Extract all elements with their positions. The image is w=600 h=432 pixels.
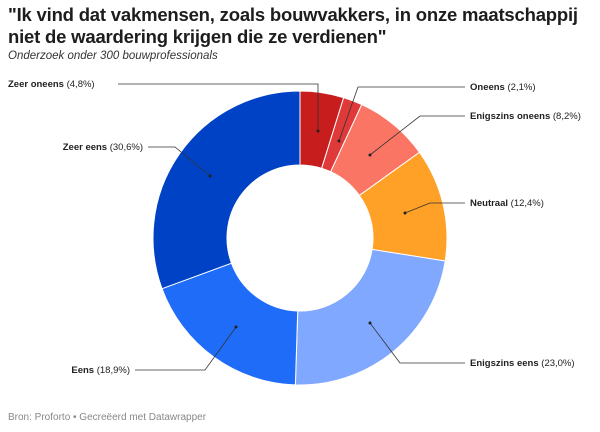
slice-eens	[161, 262, 299, 386]
slice-label-name: Enigszins oneens	[470, 111, 553, 122]
slice-label-value: (23,0%)	[541, 358, 574, 369]
slice-label: Enigszins oneens (8,2%)	[470, 111, 581, 122]
slice-label-name: Zeer oneens	[8, 79, 67, 90]
slice-label-value: (4,8%)	[67, 79, 95, 90]
leader-dot	[368, 321, 372, 325]
slice-label-value: (2,1%)	[508, 82, 536, 93]
slice-label: Zeer oneens (4,8%)	[8, 79, 95, 90]
leader-line	[148, 146, 211, 177]
leader-line	[135, 326, 237, 371]
leader-line	[118, 83, 319, 131]
chart-footer: Bron: Proforto • Gecreëerd met Datawrapp…	[8, 412, 207, 423]
chart-subtitle: Onderzoek onder 300 bouwprofessionals	[8, 50, 218, 62]
leader-dot	[208, 174, 212, 178]
slice-label: Oneens (2,1%)	[470, 82, 535, 93]
slice-label-name: Zeer eens	[63, 142, 110, 153]
slice-label-value: (18,9%)	[97, 365, 130, 376]
slice-label-value: (12,4%)	[511, 198, 544, 209]
slice-label-value: (30,6%)	[110, 142, 143, 153]
slice-enigszins-eens	[294, 248, 446, 386]
slice-label: Neutraal (12,4%)	[470, 198, 544, 209]
leader-line	[369, 115, 465, 156]
slice-label: Enigszins eens (23,0%)	[470, 358, 575, 369]
slice-label: Eens (18,9%)	[71, 365, 130, 376]
leader-line	[404, 202, 465, 214]
slice-label: Zeer eens (30,6%)	[63, 142, 143, 153]
chart-title: "Ik vind dat vakmensen, zoals bouwvakker…	[8, 4, 578, 47]
leader-line	[369, 322, 465, 364]
slice-label-name: Neutraal	[470, 198, 511, 209]
slice-label-name: Oneens	[470, 82, 508, 93]
leader-dot	[337, 139, 341, 143]
slice-zeer-eens	[152, 90, 301, 290]
slice-label-name: Enigszins eens	[470, 358, 541, 369]
leader-line	[338, 86, 465, 142]
slice-label-value: (8,2%)	[553, 111, 581, 122]
slice-label-name: Eens	[71, 365, 96, 376]
leader-dot	[316, 129, 320, 133]
leader-dot	[403, 211, 407, 215]
leader-dot	[368, 153, 372, 157]
leader-dot	[234, 325, 238, 329]
